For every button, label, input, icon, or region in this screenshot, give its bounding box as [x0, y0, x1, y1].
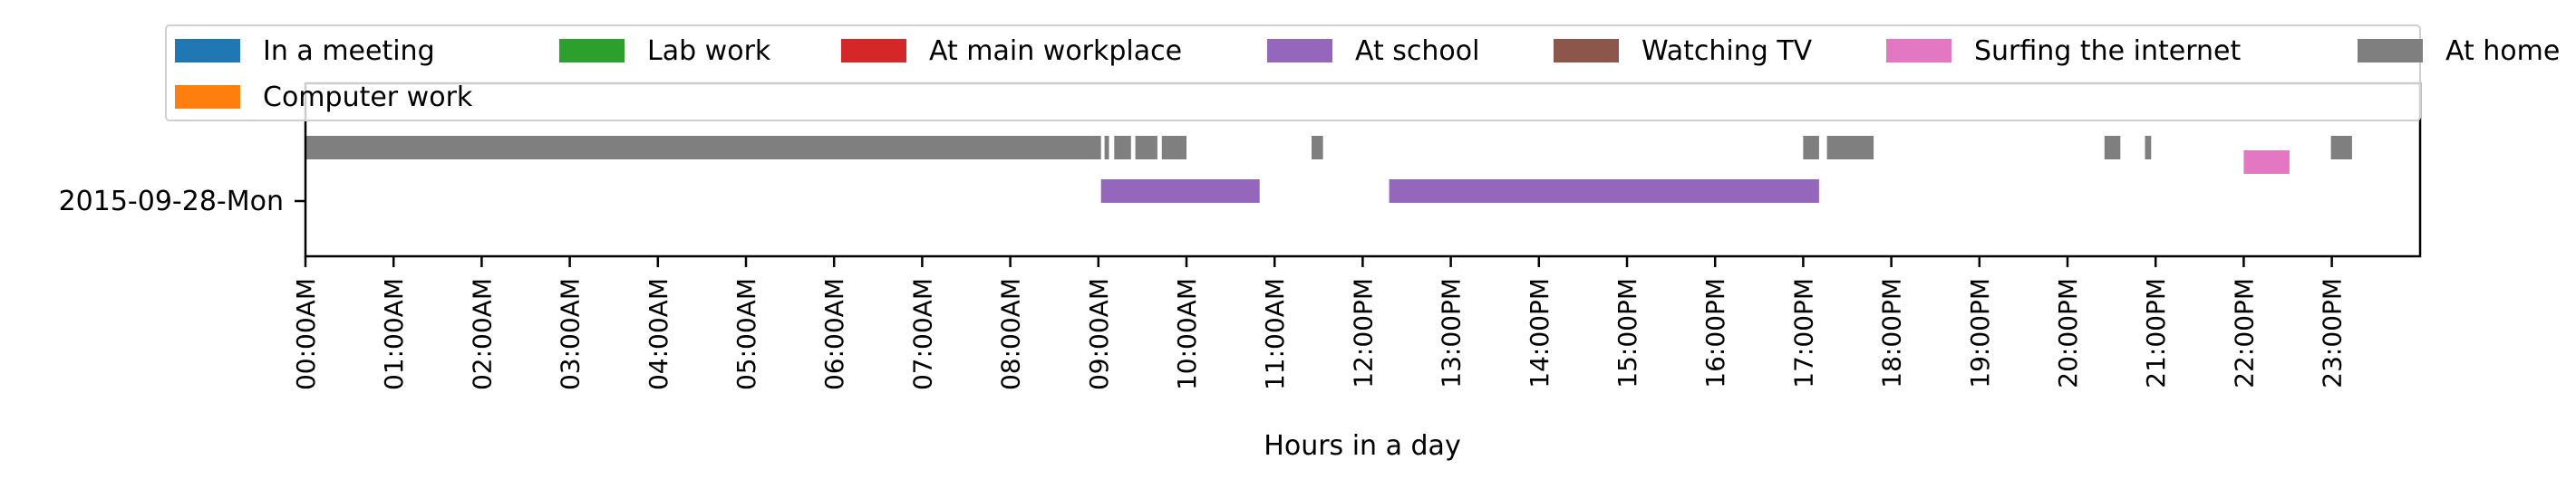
x-tick-label: 09:00AM	[1084, 278, 1114, 390]
bar-at-home-10	[2330, 136, 2352, 159]
y-tick-label: 2015-09-28-Mon	[59, 186, 284, 217]
bar-at-home-3	[1135, 136, 1157, 159]
x-tick-label: 16:00PM	[1700, 278, 1730, 388]
legend-label: At main workplace	[929, 35, 1182, 67]
x-tick-label: 05:00AM	[731, 278, 761, 390]
legend-label: In a meeting	[263, 35, 435, 67]
activity-bars	[305, 136, 2352, 203]
x-tick-label: 20:00PM	[2053, 278, 2083, 388]
legend-label: Lab work	[647, 35, 771, 67]
x-tick-label: 18:00PM	[1877, 278, 1907, 388]
legend-swatch-watching-tv	[1554, 39, 1619, 62]
x-tick-label: 15:00PM	[1612, 278, 1642, 388]
x-tick-label: 17:00PM	[1788, 278, 1818, 388]
x-axis-label: Hours in a day	[1264, 430, 1460, 462]
legend-swatch-lab-work	[559, 39, 625, 62]
legend-label: Surfing the internet	[1974, 35, 2241, 67]
x-tick-label: 22:00PM	[2229, 278, 2259, 388]
legend-label: At school	[1355, 35, 1479, 67]
x-tick-label: 01:00AM	[379, 278, 409, 390]
x-tick-label: 02:00AM	[467, 278, 497, 390]
x-tick-label: 07:00AM	[907, 278, 937, 390]
legend-swatch-at-school	[1267, 39, 1332, 62]
x-tick-label: 10:00AM	[1172, 278, 1202, 390]
bar-at-home-9	[2145, 136, 2152, 159]
x-tick-label: 03:00AM	[556, 278, 586, 390]
legend-swatch-surfing-the-internet	[1886, 39, 1951, 62]
x-tick-label: 11:00AM	[1260, 278, 1290, 390]
legend-items: In a meeting Lab work At main workplace At …	[175, 35, 2560, 113]
bar-at-home-1	[1104, 136, 1109, 159]
legend: In a meeting Lab work At main workplace At …	[165, 24, 2560, 121]
legend-swatch-in-a-meeting	[175, 39, 240, 62]
x-tick-label: 13:00PM	[1437, 278, 1467, 388]
legend-label: Computer work	[263, 82, 473, 113]
bar-at-school-1	[1389, 179, 1819, 203]
legend-swatch-at-home	[2358, 39, 2423, 62]
x-tick-label: 00:00AM	[291, 278, 321, 390]
legend-label: Watching TV	[1641, 35, 1813, 67]
x-tick-label: 08:00AM	[996, 278, 1026, 390]
x-tick-label: 14:00PM	[1525, 278, 1554, 388]
x-axis-ticks: 00:00AM 01:00AM 02:00AM 03:00AM 04:00AM 05:00…	[291, 256, 2348, 390]
legend-swatch-computer-work	[175, 85, 240, 109]
y-axis-ticks: 2015-09-28-Mon	[59, 186, 305, 217]
bar-at-home-8	[2104, 136, 2121, 159]
bar-surfing-the-internet-0	[2243, 150, 2290, 174]
x-tick-label: 19:00PM	[1965, 278, 1995, 388]
x-tick-label: 04:00AM	[644, 278, 673, 390]
bar-at-school-0	[1100, 179, 1260, 203]
bar-at-home-4	[1161, 136, 1186, 159]
legend-frame	[165, 24, 2421, 121]
bar-at-home-2	[1114, 136, 1131, 159]
x-tick-label: 12:00PM	[1348, 278, 1378, 388]
legend-label: At home	[2445, 35, 2560, 67]
x-tick-label: 21:00PM	[2141, 278, 2171, 388]
bar-at-home-5	[1312, 136, 1323, 159]
bar-at-home-6	[1803, 136, 1819, 159]
x-tick-label: 06:00AM	[819, 278, 849, 390]
x-tick-label: 23:00PM	[2318, 278, 2348, 388]
bar-at-home-7	[1826, 136, 1874, 159]
bar-at-home-0	[305, 136, 1101, 159]
legend-swatch-at-main-workplace	[841, 39, 906, 62]
